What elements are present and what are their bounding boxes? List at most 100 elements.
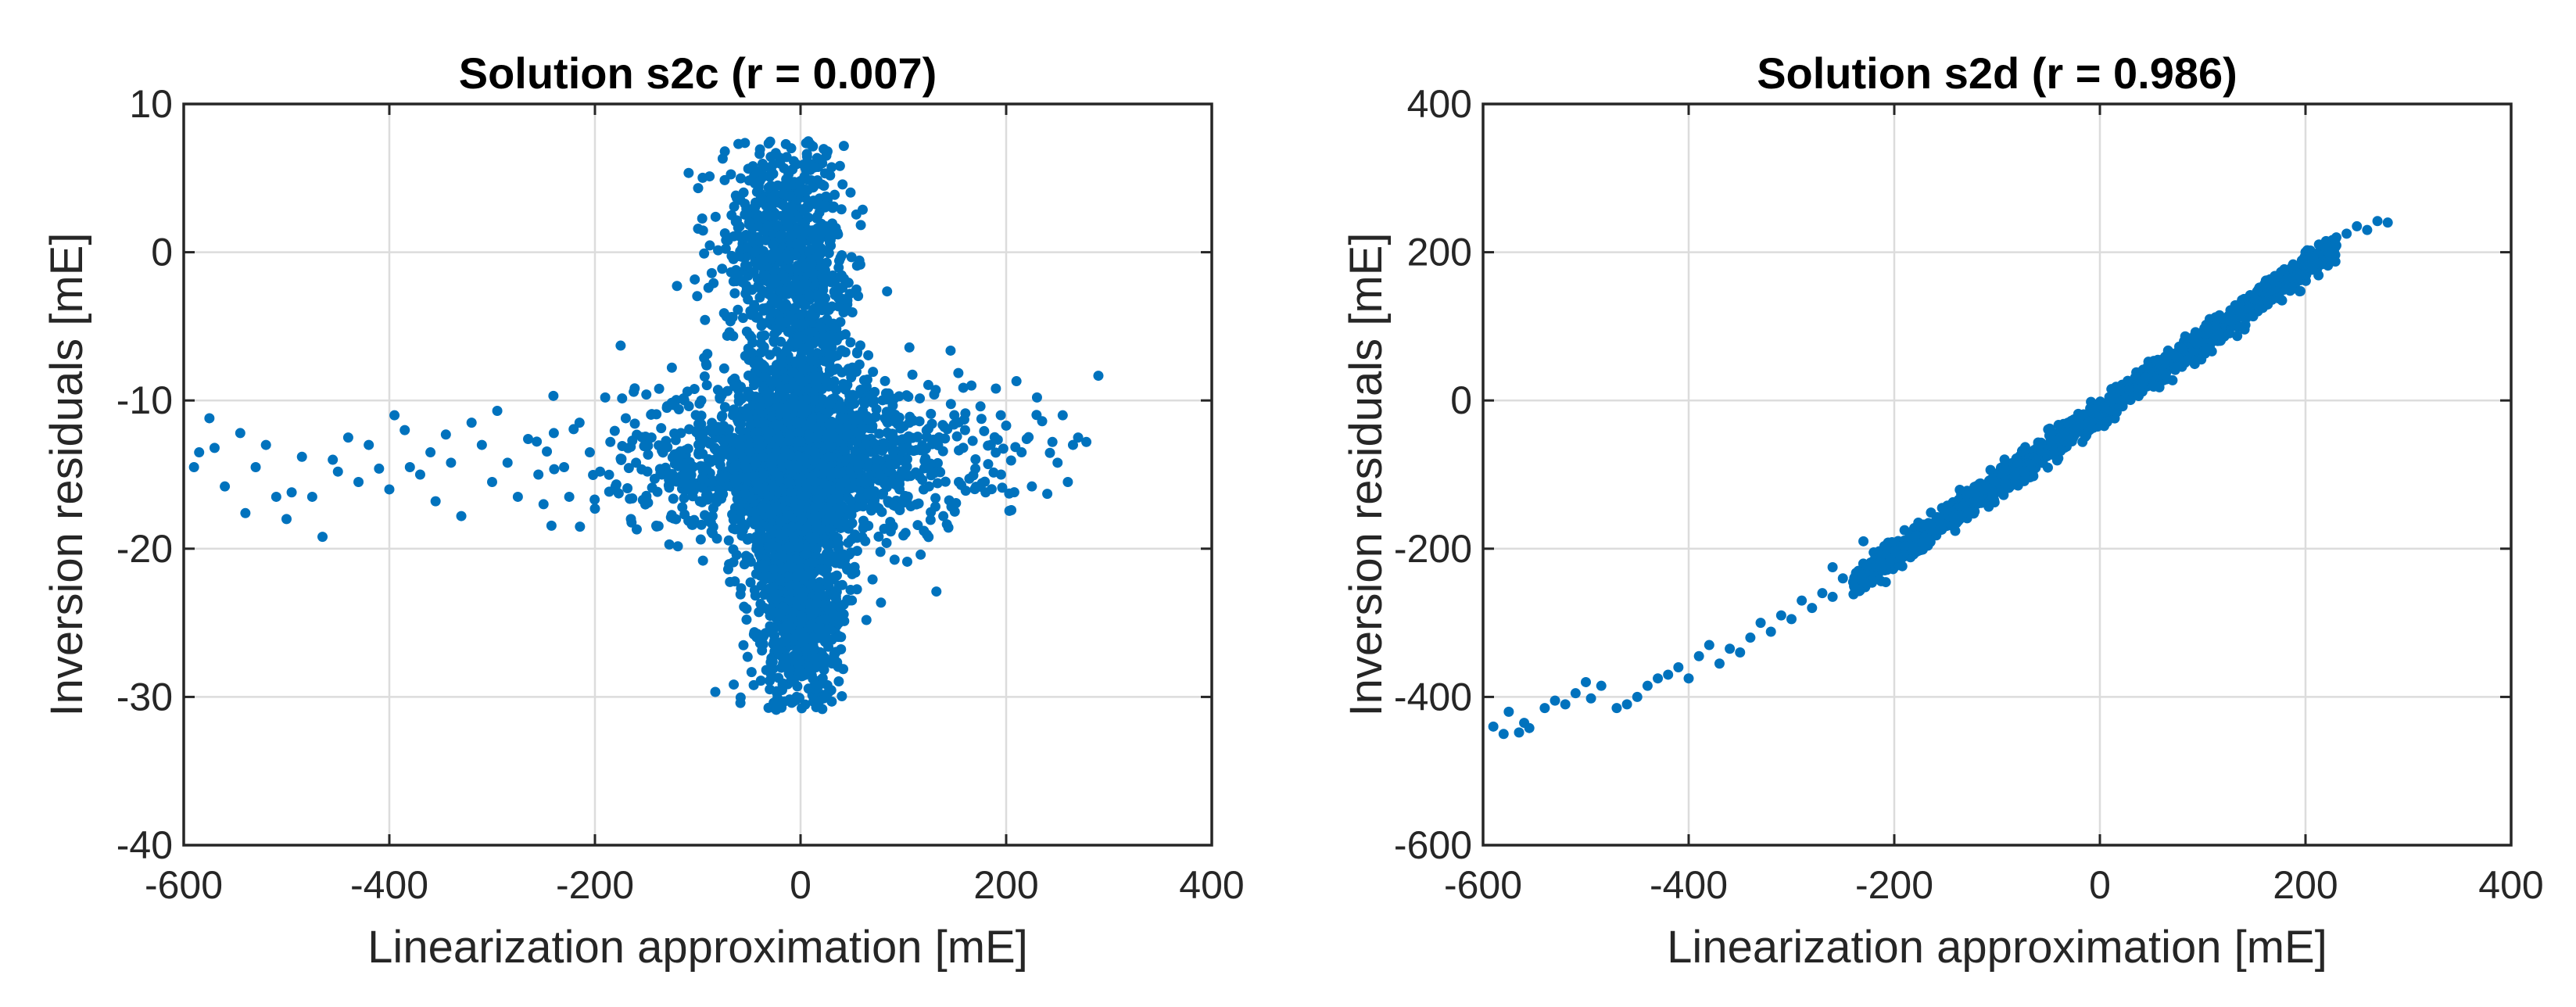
- chart-s2c-point: [729, 288, 740, 299]
- chart-s2c-point: [751, 186, 762, 197]
- chart-s2c-point: [769, 210, 780, 221]
- chart-s2c-point: [904, 342, 915, 353]
- chart-s2d-point: [2352, 220, 2363, 231]
- chart-s2c-point: [975, 401, 986, 412]
- chart-s2d-point: [1817, 588, 1828, 599]
- chart-s2c-point: [704, 171, 715, 182]
- chart-s2c-point: [605, 436, 616, 447]
- chart-s2c-point: [708, 425, 719, 436]
- chart-s2d-point: [1611, 703, 1622, 714]
- chart-s2c-point: [765, 181, 776, 192]
- chart-s2c-point: [799, 376, 810, 387]
- chart-s2d-point: [1693, 650, 1704, 661]
- chart-s2c-point: [786, 622, 797, 633]
- chart-s2c-point: [826, 162, 837, 173]
- chart-s2c-point: [700, 462, 711, 473]
- chart-s2c-point: [1005, 455, 1016, 466]
- chart-s2c-point: [804, 291, 815, 302]
- chart-s2c-point: [584, 447, 595, 458]
- chart-s2c-point: [799, 206, 810, 217]
- chart-s2c-point: [832, 532, 843, 543]
- chart-s2c-point: [826, 352, 837, 363]
- chart-s2c-point: [823, 399, 834, 410]
- chart-s2d-point: [1858, 536, 1869, 547]
- chart-s2c-point: [821, 548, 832, 559]
- chart-s2c-point: [894, 419, 905, 430]
- chart-s2c-point: [666, 362, 677, 373]
- chart-s2c-point: [800, 278, 811, 289]
- chart-s2c-point: [744, 446, 755, 457]
- chart-s2c-point: [270, 491, 281, 502]
- chart-s2c-point: [976, 414, 987, 425]
- chart-s2c-point: [492, 405, 503, 416]
- chart-s2c-point: [770, 265, 781, 276]
- chart-s2c-point: [819, 181, 829, 192]
- chart-s2c-point: [710, 211, 721, 222]
- chart-s2c-point: [829, 650, 840, 661]
- chart-s2c-point: [833, 518, 844, 529]
- chart-s2c-point: [641, 490, 652, 501]
- chart-s2c-point: [430, 496, 441, 507]
- chart-s2c-point: [839, 445, 850, 456]
- chart-s2c-point: [568, 424, 579, 435]
- chart-s2c-point: [804, 532, 815, 543]
- chart-s2c-point: [797, 408, 808, 419]
- chart-s2c-point: [792, 318, 803, 329]
- chart-s2c-point: [855, 476, 866, 487]
- chart-s2c-point: [893, 477, 904, 488]
- chart-s2c-point: [983, 459, 994, 470]
- chart-s2c-point: [794, 293, 805, 304]
- chart-s2c-point: [647, 482, 657, 493]
- chart-s2c-point: [466, 417, 477, 428]
- chart-s2c-point: [771, 367, 782, 378]
- chart-s2c-point: [846, 252, 857, 263]
- chart-s2c-point: [673, 451, 684, 462]
- chart-s2c-ytick-label: -10: [116, 378, 173, 422]
- chart-s2c-point: [795, 352, 806, 363]
- chart-s2c-point: [960, 408, 971, 419]
- chart-s2c-point: [800, 300, 811, 311]
- chart-s2c-point: [828, 574, 839, 585]
- chart-s2c-point: [926, 408, 937, 419]
- chart-s2c-point: [717, 410, 728, 421]
- chart-s2c-point: [735, 697, 746, 708]
- chart-s2c-point: [404, 462, 415, 473]
- chart-s2c-point: [740, 210, 751, 220]
- chart-s2c-point: [776, 360, 786, 371]
- chart-s2c-point: [846, 372, 857, 383]
- chart-s2c-point: [760, 270, 771, 281]
- chart-s2c-point: [857, 532, 868, 543]
- chart-s2c-point: [855, 220, 866, 231]
- chart-s2c-point: [669, 428, 680, 439]
- chart-s2c-point: [687, 519, 698, 530]
- chart-s2c-point: [765, 136, 776, 147]
- chart-s2c-point: [1031, 392, 1042, 403]
- chart-s2c-point: [772, 298, 783, 309]
- chart-s2c-point: [806, 620, 817, 631]
- chart-s2c-point: [834, 504, 845, 514]
- chart-s2c-point: [769, 336, 779, 347]
- chart-s2c-point: [374, 463, 385, 474]
- chart-s2c-point: [840, 347, 851, 358]
- chart-s2c-point: [802, 343, 813, 354]
- chart-s2c-point: [399, 425, 410, 435]
- chart-s2c-point: [851, 427, 862, 438]
- chart-s2c-point: [808, 654, 819, 665]
- chart-s2c-xtick-label: -200: [556, 863, 634, 907]
- chart-s2c-point: [858, 501, 869, 512]
- chart-s2c-point: [850, 567, 861, 578]
- chart-s2c-point: [727, 509, 738, 520]
- chart-s2c-point: [826, 696, 837, 707]
- chart-s2d-point: [1503, 706, 1514, 717]
- chart-s2c-ylabel: Inversion residuals [mE]: [41, 233, 92, 717]
- chart-s2c-point: [654, 464, 665, 475]
- chart-s2c-point: [991, 447, 1001, 458]
- chart-s2c-point: [1044, 447, 1055, 458]
- chart-s2c-point: [793, 506, 804, 517]
- chart-s2c-point: [765, 667, 776, 678]
- chart-s2c-point: [250, 462, 261, 473]
- chart-s2c-point: [654, 440, 665, 451]
- chart-s2c-point: [627, 493, 638, 504]
- chart-s2c-point: [750, 590, 761, 601]
